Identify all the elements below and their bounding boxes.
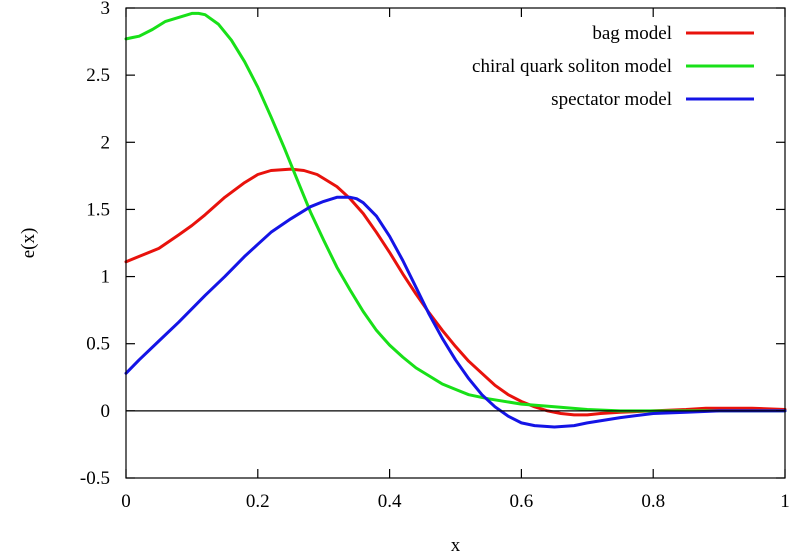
y-tick-label: 3 — [101, 0, 111, 19]
y-tick-label: -0.5 — [80, 468, 110, 489]
series-line-2 — [124, 195, 787, 429]
x-axis-label: x — [451, 535, 461, 556]
legend-label-2: spectator model — [551, 89, 672, 110]
legend-label-1: chiral quark soliton model — [472, 56, 672, 77]
plot-frame — [125, 7, 786, 479]
series-layer — [124, 11, 787, 429]
x-tick-label: 1 — [780, 491, 790, 512]
x-tick-label: 0.6 — [510, 491, 534, 512]
x-tick-label: 0 — [121, 491, 131, 512]
y-axis-label: e(x) — [18, 228, 39, 259]
y-tick-label: 0.5 — [86, 334, 110, 355]
legend: bag model chiral quark soliton model spect… — [472, 23, 754, 110]
x-tick-label: 0.8 — [641, 491, 665, 512]
y-tick-label: 1 — [101, 267, 111, 288]
legend-label-0: bag model — [592, 23, 672, 44]
y-tick-label: 1.5 — [86, 199, 110, 220]
y-tick-label: 2.5 — [86, 65, 110, 86]
series-line-1 — [124, 11, 787, 413]
y-tick-label: 0 — [101, 401, 111, 422]
x-tick-label: 0.4 — [378, 491, 402, 512]
y-tick-label: 2 — [101, 132, 111, 153]
x-tick-label: 0.2 — [246, 491, 270, 512]
